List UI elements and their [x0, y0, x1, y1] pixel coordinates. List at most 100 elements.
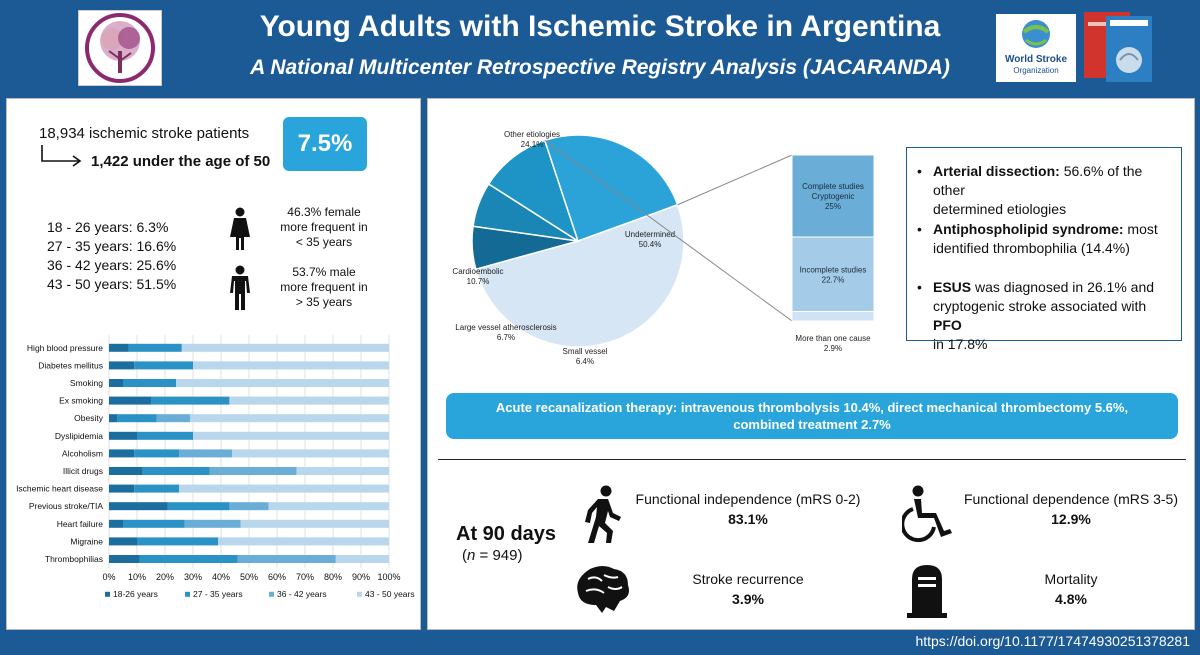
under-50-count: 1,422 under the age of 50	[91, 153, 271, 170]
legend-label: 18-26 years	[113, 589, 158, 599]
bar-segment	[218, 537, 389, 546]
bullet-dot-2: •	[917, 221, 922, 237]
bar-segment	[229, 502, 269, 511]
category-label: Ex smoking	[59, 396, 103, 406]
male-stat: 53.7% male	[292, 265, 356, 279]
bullet-antiphospholipid: Antiphospholipid syndrome: most identifi…	[933, 220, 1177, 258]
mortality-label: Mortality	[1044, 571, 1098, 587]
x-tick-label: 0%	[102, 572, 115, 582]
bar-segment	[193, 431, 389, 440]
bullet-1-text: 56.6% of the other	[933, 163, 1143, 198]
pie-value-label: 6.7%	[497, 333, 515, 342]
functional-dependence-value: 12.9%	[1051, 511, 1091, 527]
pie-slice	[474, 203, 685, 348]
bar-segment	[335, 555, 389, 563]
page-title: Young Adults with Ischemic Stroke in Arg…	[259, 10, 941, 43]
stack-label: Complete studies	[802, 182, 864, 191]
x-tick-label: 20%	[156, 572, 174, 582]
connector-line	[677, 154, 793, 206]
pie-label: Undetermined	[625, 230, 675, 239]
category-label: Diabetes mellitus	[38, 360, 103, 370]
bar-segment	[109, 449, 135, 458]
male-note: 53.7% male more frequent in > 35 years	[269, 265, 379, 310]
percent-badge: 7.5%	[283, 117, 367, 171]
x-tick-label: 50%	[240, 572, 258, 582]
legend-label: 43 - 50 years	[365, 589, 415, 599]
pie-label: Other etiologies	[504, 130, 560, 139]
pie-label: Small vessel	[563, 347, 608, 356]
wso-name-2: Organization	[1013, 66, 1058, 75]
therapy-banner: Acute recanalization therapy: intravenou…	[446, 393, 1178, 439]
pie-slice	[543, 134, 679, 242]
bar-segment	[109, 431, 137, 440]
bullet-3-pfo: PFO	[933, 317, 962, 333]
bar-segment	[109, 361, 135, 370]
pie-value-label: 24.1%	[521, 140, 544, 149]
bar-segment	[109, 414, 118, 423]
connector-line	[544, 139, 793, 322]
bar-segment	[176, 379, 389, 387]
risk-factor-chart: 0% 10% 20% 30% 40% 50% 60% 70% 80% 90% 100% High bl…	[16, 335, 415, 599]
bullet-3-bold: ESUS	[933, 279, 972, 295]
x-tick-label: 90%	[352, 572, 370, 582]
bullet-dot-1: •	[917, 163, 922, 179]
bar-segment	[123, 379, 177, 387]
pie-value-label: 6.4%	[576, 357, 594, 366]
demographics-panel: 18,934 ischemic stroke patients 1,422 un…	[6, 98, 421, 630]
male-note-3: > 35 years	[295, 295, 353, 309]
bullet-1-line2: determined etiologies	[933, 201, 1067, 217]
category-label: Migraine	[70, 536, 103, 546]
functional-dependence-label: Functional dependence (mRS 3-5)	[963, 491, 1178, 507]
stack-label: Cryptogenic	[812, 192, 855, 201]
legend-label: 36 - 42 years	[277, 589, 327, 599]
x-tick-label: 30%	[184, 572, 202, 582]
bullet-3-line2a: cryptogenic stroke associated with	[933, 298, 1147, 314]
sample-size-open: (	[462, 547, 467, 564]
pie-value-label: 50.4%	[639, 240, 662, 249]
bar-segment	[109, 467, 143, 475]
more-than-one-value: 2.9%	[824, 344, 842, 353]
findings-box: • Arterial dissection: 56.6% of the othe…	[906, 147, 1182, 352]
bullet-1-bold: Arterial dissection:	[933, 163, 1060, 179]
legend-swatch	[185, 591, 190, 597]
stack-segment	[791, 310, 875, 322]
doi-link[interactable]: https://doi.org/10.1177/1747493025137828…	[915, 633, 1190, 649]
legend-label: 27 - 35 years	[193, 589, 243, 599]
bar-segment	[109, 396, 151, 405]
bar-segment	[232, 449, 389, 458]
divider	[438, 459, 1186, 460]
male-note-2: more frequent in	[280, 280, 368, 294]
at-90-days: At 90 days	[456, 523, 557, 545]
bullet-2-bold: Antiphospholipid syndrome:	[933, 221, 1124, 237]
bullet-esus: ESUS was diagnosed in 26.1% and cryptoge…	[933, 278, 1177, 354]
category-label: Ischemic heart disease	[16, 484, 103, 494]
bar-segment	[109, 555, 140, 563]
male-icon	[230, 265, 250, 310]
female-icon	[230, 207, 250, 250]
bar-segment	[109, 343, 129, 352]
bar-segment	[237, 555, 336, 563]
age-group-3: 36 - 42 years: 25.6%	[47, 257, 177, 273]
pie-slice	[487, 139, 580, 243]
arrow-right-icon	[41, 145, 82, 167]
pie-label: Large vessel atherosclerosis	[455, 323, 556, 332]
female-note-3: < 35 years	[295, 235, 353, 249]
x-tick-label: 70%	[296, 572, 314, 582]
x-tick-label: 60%	[268, 572, 286, 582]
bar-segment	[268, 502, 389, 511]
category-label: Thrombophilias	[45, 554, 103, 564]
tree-logo	[78, 10, 162, 86]
tombstone-icon	[907, 565, 947, 618]
age-group-4: 43 - 50 years: 51.5%	[47, 276, 177, 292]
stack-label: 25%	[825, 202, 841, 211]
bar-segment	[167, 502, 230, 511]
functional-independence-label: Functional independence (mRS 0-2)	[635, 491, 861, 507]
total-patients: 18,934 ischemic stroke patients	[39, 125, 250, 142]
bar-segment	[123, 519, 185, 528]
legend-swatch	[105, 591, 110, 597]
category-label: Previous stroke/TIA	[29, 501, 103, 511]
category-label: Heart failure	[57, 519, 104, 529]
bullet-3-text: was diagnosed in 26.1% and	[971, 279, 1155, 295]
bar-segment	[109, 484, 135, 493]
